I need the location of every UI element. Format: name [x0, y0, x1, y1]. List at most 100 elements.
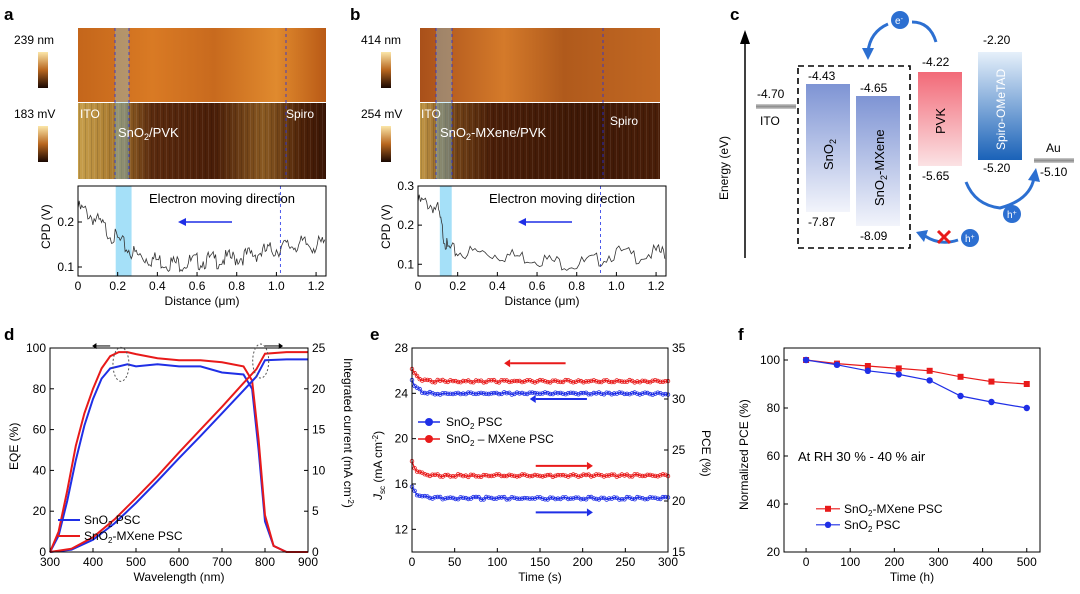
x-tick-label: 500 [1017, 555, 1037, 569]
ito-name: ITO [760, 114, 780, 128]
series-point [530, 390, 535, 395]
series-point [926, 367, 933, 374]
au-name: Au [1046, 141, 1061, 155]
series-point [650, 495, 655, 500]
series-point [622, 391, 627, 397]
series-point [895, 365, 902, 372]
series-point [512, 378, 517, 384]
panel-a: a 239 nm 183 mV ITO SnO2/PVK Spiro 0 0.2 0… [4, 5, 327, 308]
series-point [517, 391, 522, 396]
series-point [481, 391, 486, 396]
series-point [499, 378, 504, 383]
y-label-sub: sc [378, 486, 387, 494]
panel-label-d: d [4, 325, 14, 344]
y-label-end: (mA cm [371, 442, 385, 486]
y-tick-label: 20 [395, 432, 409, 446]
series-point [501, 473, 507, 479]
series-point [420, 390, 425, 395]
series-point [650, 392, 655, 397]
y-tick-label: 80 [767, 401, 781, 415]
sno2-cb: -4.43 [808, 69, 836, 83]
series-point [458, 380, 463, 385]
series-point [524, 495, 530, 501]
pvk-vb: -5.65 [922, 169, 950, 183]
series-point [637, 473, 642, 478]
series-point [645, 379, 650, 385]
series-point [494, 472, 499, 477]
y2-tick-label: 10 [312, 463, 326, 477]
series-point [568, 472, 573, 478]
cpd-colorbar-b [381, 126, 391, 162]
spiro-lumo: -2.20 [983, 33, 1011, 47]
series-point [514, 390, 520, 395]
y-tick-label: 0 [39, 545, 46, 559]
series-point [555, 472, 561, 478]
series-point [601, 474, 607, 479]
legend-marker-0 [425, 418, 433, 426]
series-point [583, 379, 589, 384]
afm-height-map-a [78, 28, 326, 102]
series-point [481, 472, 486, 478]
series-point [473, 378, 479, 383]
chart-e: 0 50 100 150 200 250 300 Time (s) 12 16 20 24 28 15 20… [371, 341, 713, 584]
series-point [478, 497, 484, 502]
x-tick-label: 0 [409, 555, 416, 569]
chart-a: 0 0.2 0.4 0.6 0.8 1.0 1.2 Distance (μm) 0.1 0.2 CP… [39, 185, 327, 308]
series-point [591, 378, 596, 383]
series-point [617, 497, 622, 502]
series-point [522, 391, 527, 396]
series-point [427, 495, 433, 501]
series-point [422, 471, 428, 477]
series-point [547, 495, 553, 500]
series-point [425, 472, 430, 478]
series-point [489, 473, 494, 479]
legend-suffix: – MXene PSC [474, 432, 554, 446]
series-point [635, 391, 640, 396]
afm-height-map-b [420, 28, 660, 102]
series-point [581, 472, 586, 477]
y2-tick-label: 35 [672, 341, 686, 355]
chart-b: 0 0.2 0.4 0.6 0.8 1.0 1.2 Distance (μm) 0.1 0.2 0.… [379, 179, 667, 308]
y2-tick-label: 25 [672, 443, 686, 457]
series-point [542, 473, 548, 478]
series-point [658, 379, 663, 384]
series-point [494, 390, 499, 396]
pce-blue-arrow-head-icon [529, 395, 536, 403]
y-label-close: ) [371, 431, 385, 435]
series-point [420, 493, 425, 499]
series-point [542, 390, 548, 395]
series-point [630, 496, 635, 501]
series-point [491, 496, 497, 501]
series-point [455, 379, 461, 385]
series-point [565, 378, 571, 383]
series-point [635, 472, 640, 477]
series-point [553, 378, 558, 383]
y-tick-label: 40 [33, 463, 47, 477]
x-tick-label: 300 [40, 555, 60, 569]
series-point [596, 379, 602, 385]
series-point [512, 473, 517, 479]
energy-axis-label: Energy (eV) [717, 136, 731, 200]
ito-level: -4.70 [757, 87, 785, 101]
series-point [540, 391, 545, 396]
series-point [642, 390, 648, 395]
series-point [445, 495, 450, 501]
series-point [988, 398, 995, 406]
series-point [440, 391, 445, 396]
x-tick-label: 0.4 [489, 279, 506, 293]
series-point [437, 474, 443, 479]
chart-title: Electron moving direction [149, 191, 295, 206]
series-point [658, 473, 663, 478]
series-line-2 [49, 358, 308, 553]
y-axis-label: Normalized PCE (%) [737, 399, 751, 510]
series-point [576, 392, 581, 397]
height-colorbar-b [381, 52, 391, 88]
layer-label-a: SnO2/PVK [118, 125, 179, 142]
series-point [622, 379, 627, 384]
x-tick-label: 0.2 [449, 279, 466, 293]
legend-label-1: SnO2 – MXene PSC [446, 432, 554, 448]
sno2-mxene-band [856, 96, 900, 226]
series-point [957, 392, 964, 400]
